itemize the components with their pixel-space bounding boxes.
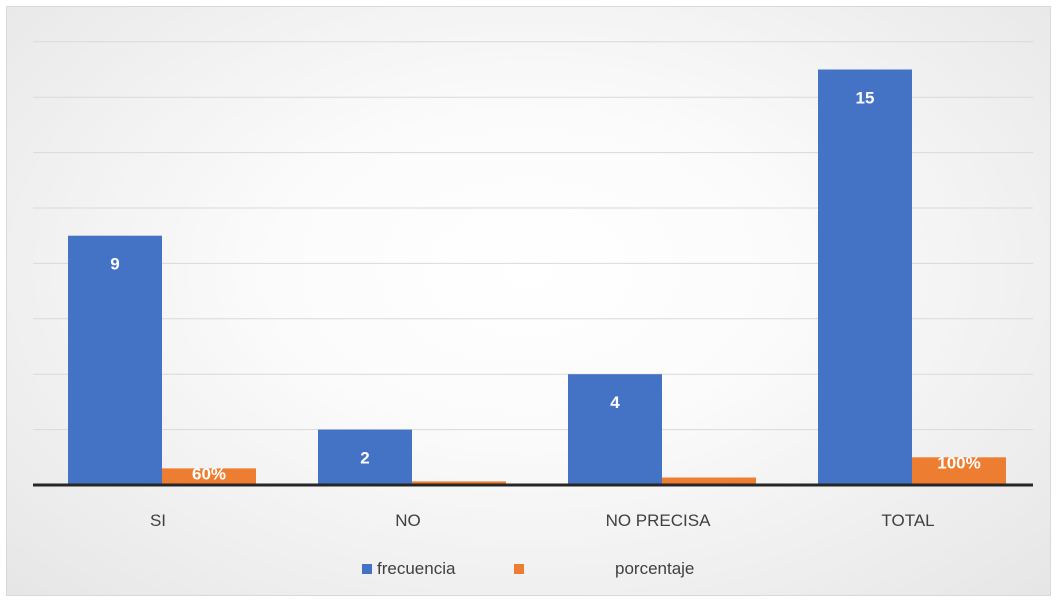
data-label-frecuencia: 15: [856, 89, 875, 108]
legend-swatch-porcentaje: [514, 564, 524, 574]
bar-porcentaje: [662, 477, 756, 485]
data-labels: 9 60% 2 4 15 100%: [110, 89, 980, 484]
data-label-porcentaje: 60%: [192, 464, 226, 483]
legend-item-porcentaje: porcentaje: [514, 556, 694, 582]
bar-frecuencia: [68, 235, 162, 485]
bar-porcentaje: [412, 481, 506, 485]
data-label-porcentaje: 100%: [937, 453, 980, 472]
bar-frecuencia: [818, 69, 912, 485]
bar-porcentaje: [912, 457, 1006, 485]
bars: [68, 69, 1006, 485]
category-label: SI: [150, 511, 166, 530]
data-label-frecuencia: 9: [110, 255, 119, 274]
category-label: TOTAL: [881, 511, 934, 530]
bar-frecuencia: [568, 374, 662, 485]
category-labels: SI NO NO PRECISA TOTAL: [150, 511, 935, 530]
legend-swatch-frecuencia: [362, 564, 372, 574]
category-label: NO PRECISA: [606, 511, 712, 530]
bar-chart: 9 60% 2 4 15 100% SI NO NO PRECISA TOTAL: [33, 41, 1033, 530]
legend-label-frecuencia: frecuencia: [377, 559, 456, 578]
data-label-frecuencia: 4: [610, 393, 620, 412]
bar-porcentaje: [162, 468, 256, 485]
category-label: NO: [395, 511, 421, 530]
bar-frecuencia: [318, 429, 412, 485]
data-label-frecuencia: 2: [360, 449, 369, 468]
legend-label-porcentaje: porcentaje: [615, 559, 695, 578]
legend-item-frecuencia: frecuencia: [362, 556, 455, 582]
legend: frecuencia porcentaje: [0, 556, 1059, 582]
